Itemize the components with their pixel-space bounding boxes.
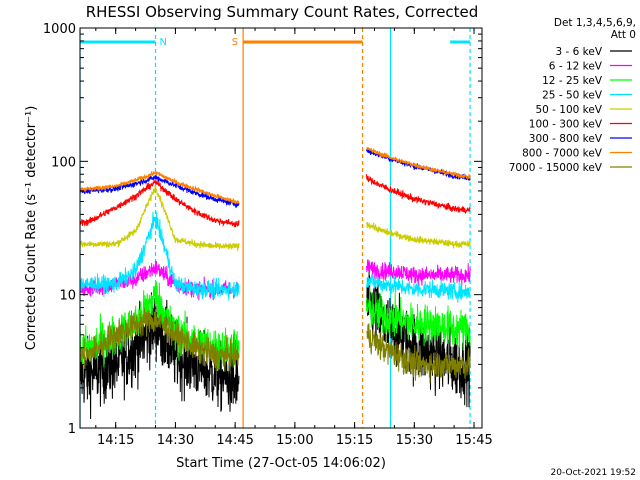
x-tick-label: 15:15 [336,433,373,448]
series-line-8 [366,323,471,384]
axes-layer: 14:15 14:30 14:45 15:00 15:15 15:30 15:45 1 10 10… [43,22,493,448]
x-axis-label: Start Time (27-Oct-05 14:06:02) [176,456,386,471]
series-line-0 [80,292,240,420]
x-tick-label: 15:30 [396,433,433,448]
y-axis-label-main: Corrected Count Rate (s⁻¹ detector⁻¹) [24,106,39,351]
x-tick-label: 14:30 [157,433,194,448]
detector-info-line: Att 0 [611,29,636,41]
legend-label: 12 - 25 keV [542,75,603,87]
x-tick-label: 14:15 [97,433,134,448]
series-line-5 [366,174,471,215]
legend-label: 800 - 7000 keV [522,148,603,160]
series-line-3 [80,211,240,301]
legend-label: 300 - 800 keV [529,133,603,145]
series-line-0 [366,262,471,408]
x-tick-label: 15:00 [276,433,313,448]
series-line-4 [366,221,471,250]
y-tick-label: 100 [51,155,76,170]
timestamp: 20-Oct-2021 19:52 [551,468,636,478]
legend-label: 7000 - 15000 keV [509,162,603,174]
flag-label-night: N [160,37,167,48]
x-tick-label: 14:45 [216,433,253,448]
y-tick-label: 1000 [43,22,76,37]
legend-label: 6 - 12 keV [549,61,603,73]
series-line-2 [366,287,471,351]
y-tick-label: 10 [59,289,76,304]
series-line-6 [80,174,240,209]
flag-label-saa: S [232,37,238,48]
series-line-5 [80,178,240,228]
series-layer [80,146,471,420]
chart-legend: 3 - 6 keV 6 - 12 keV 12 - 25 keV 25 - 50 ke… [509,46,632,174]
series-line-3 [366,273,471,303]
x-tick-label: 15:45 [455,433,492,448]
legend-label: 50 - 100 keV [535,104,602,116]
chart-title: RHESSI Observing Summary Count Rates, Co… [86,3,479,21]
y-axis-label: Corrected Count Rate (s⁻¹ detector⁻¹) [24,106,39,351]
series-line-8 [80,308,240,372]
legend-label: 25 - 50 keV [542,90,603,102]
legend-label: 100 - 300 keV [529,119,603,131]
series-line-6 [366,148,471,181]
series-line-4 [80,184,240,251]
detector-info-line: Det 1,3,4,5,6,9, [554,17,636,29]
y-tick-label: 1 [68,422,76,437]
series-line-7 [80,170,240,204]
legend-label: 3 - 6 keV [555,46,602,58]
plot-frame [79,27,483,429]
detector-info: Det 1,3,4,5,6,9,Att 0 [554,17,636,41]
series-line-7 [366,146,471,180]
